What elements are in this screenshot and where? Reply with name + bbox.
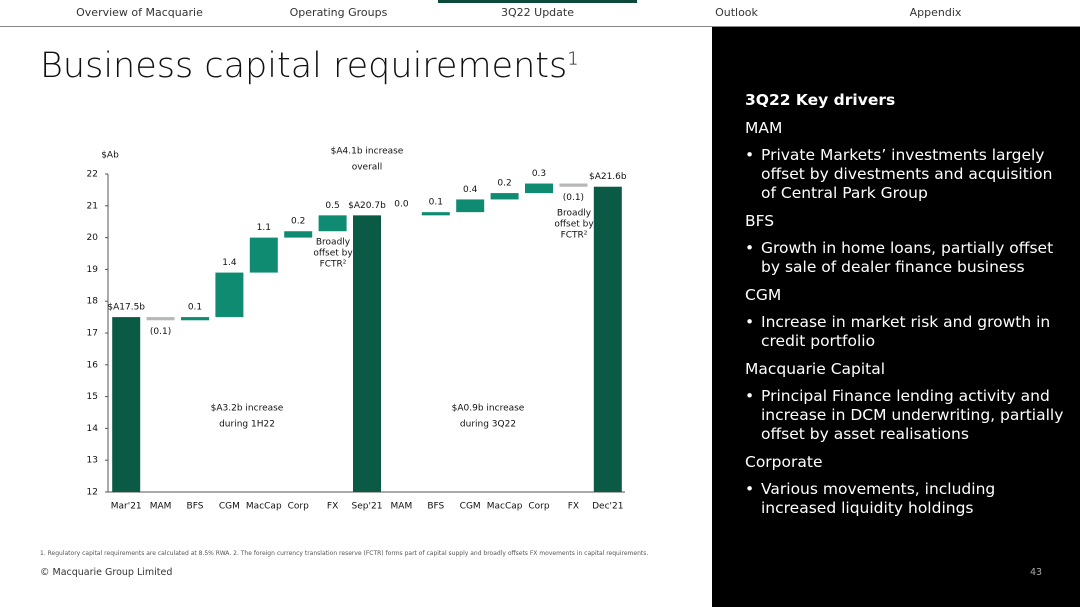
y-tick-label: 16 <box>87 360 99 370</box>
x-tick-label: Sep'21 <box>352 502 383 512</box>
value-label: 0.0 <box>394 199 409 209</box>
annotation: FCTR² <box>320 260 347 270</box>
y-tick-label: 21 <box>87 201 98 211</box>
nav-item[interactable]: Overview of Macquarie <box>76 6 203 19</box>
x-tick-label: MacCap <box>487 502 523 512</box>
annotation: $A0.9b increase <box>452 404 525 414</box>
bullet: Principal Finance lending activity and i… <box>761 387 1065 444</box>
nav-item[interactable]: 3Q22 Update <box>501 6 574 19</box>
y-tick-label: 18 <box>87 297 99 307</box>
title-text: Business capital requirements <box>40 46 568 86</box>
annotation: offset by <box>554 220 594 230</box>
bullet: Increase in market risk and growth in cr… <box>761 313 1065 351</box>
title-note: 1 <box>567 48 579 70</box>
bar <box>456 199 485 213</box>
x-tick-label: CGM <box>460 502 481 512</box>
chart: $Ab 12 13 14 15 16 17 18 19 20 21 22 Mar'21 $A17.5b MA… <box>87 147 627 512</box>
active-tab-bar <box>438 0 637 3</box>
value-label: (0.1) <box>563 193 584 203</box>
section-heading: BFS <box>745 212 775 230</box>
y-tick-label: 17 <box>87 329 98 339</box>
y-tick-label: 14 <box>87 424 99 434</box>
y-tick-label: 22 <box>87 170 98 180</box>
value-label: 0.3 <box>532 169 546 179</box>
section-heading: Corporate <box>745 453 823 471</box>
bar <box>490 193 519 200</box>
bar <box>525 183 553 194</box>
x-tick-label: MAM <box>150 502 172 512</box>
annotation: FCTR² <box>561 231 588 241</box>
value-label: 0.4 <box>463 185 478 195</box>
section-heading: Macquarie Capital <box>745 360 886 378</box>
bullet: Private Markets’ investments largely off… <box>761 146 1065 203</box>
value-label: $A21.6b <box>589 172 627 182</box>
x-tick-label: CGM <box>219 502 240 512</box>
y-tick-label: 20 <box>87 233 99 243</box>
bar <box>318 215 347 232</box>
value-label: $A17.5b <box>107 303 145 313</box>
bullet: Various movements, including increased l… <box>761 480 1065 518</box>
y-axis-label: $Ab <box>101 151 119 161</box>
annotation: $A4.1b increase <box>331 147 404 157</box>
x-tick-label: Dec'21 <box>592 502 623 512</box>
x-tick-label: BFS <box>187 502 204 512</box>
section-heading: CGM <box>745 286 782 304</box>
nav-item[interactable]: Appendix <box>909 6 962 19</box>
bar <box>421 212 450 216</box>
bar <box>559 183 588 187</box>
x-tick-label: Mar'21 <box>111 502 142 512</box>
value-label: 0.2 <box>291 217 305 227</box>
annotation: during 1H22 <box>219 420 275 430</box>
x-tick-label: FX <box>327 502 338 512</box>
x-tick-label: Corp <box>528 502 549 512</box>
annotation: offset by <box>313 249 353 259</box>
side-panel: 3Q22 Key drivers MAM Private Markets’ inv… <box>712 27 1080 607</box>
nav: Overview of Macquarie Operating Groups 3Q2… <box>0 0 1080 27</box>
y-tick-label: 19 <box>87 265 99 275</box>
y-tick-label: 15 <box>87 392 98 402</box>
value-label: $A20.7b <box>348 201 386 211</box>
y-tick-label: 12 <box>87 488 98 498</box>
bar <box>249 237 278 273</box>
value-label: 0.1 <box>429 198 443 208</box>
nav-item[interactable]: Operating Groups <box>289 6 388 19</box>
x-tick-label: Corp <box>288 502 309 512</box>
section-heading: MAM <box>745 119 783 137</box>
annotation: Broadly <box>316 238 351 248</box>
bar <box>215 272 244 318</box>
nav-item[interactable]: Outlook <box>715 6 758 19</box>
footnote: 1. Regulatory capital requirements are c… <box>40 550 649 557</box>
value-label: 1.1 <box>257 223 271 233</box>
bullet: Growth in home loans, partially offset b… <box>761 239 1065 277</box>
x-tick-label: MacCap <box>246 502 282 512</box>
bar <box>112 317 141 492</box>
y-tick-label: 13 <box>87 456 98 466</box>
value-label: 0.1 <box>188 303 202 313</box>
annotation: $A3.2b increase <box>211 404 284 414</box>
value-label: 0.5 <box>325 201 339 211</box>
page-number: 43 <box>1030 567 1043 578</box>
bar <box>284 231 313 238</box>
value-label: 0.2 <box>497 179 511 189</box>
copyright: © Macquarie Group Limited <box>40 567 173 578</box>
annotation: overall <box>352 163 383 173</box>
bar <box>593 186 622 492</box>
x-tick-label: BFS <box>427 502 444 512</box>
slide-title: Business capital requirements1 <box>40 46 579 86</box>
annotation: during 3Q22 <box>460 420 516 430</box>
value-label: (0.1) <box>150 327 171 337</box>
annotation: Broadly <box>557 209 592 219</box>
value-label: 1.4 <box>222 258 237 268</box>
bar <box>181 317 209 321</box>
x-tick-label: MAM <box>391 502 413 512</box>
bar <box>353 215 381 492</box>
panel-sections: MAM Private Markets’ investments largely … <box>745 119 1065 527</box>
panel-heading: 3Q22 Key drivers <box>745 91 896 109</box>
x-tick-label: FX <box>568 502 579 512</box>
bar <box>146 317 175 321</box>
